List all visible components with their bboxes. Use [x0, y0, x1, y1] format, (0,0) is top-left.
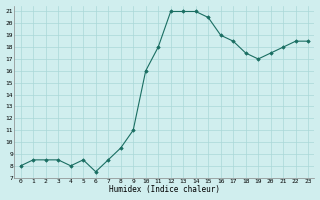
X-axis label: Humidex (Indice chaleur): Humidex (Indice chaleur) [109, 185, 220, 194]
